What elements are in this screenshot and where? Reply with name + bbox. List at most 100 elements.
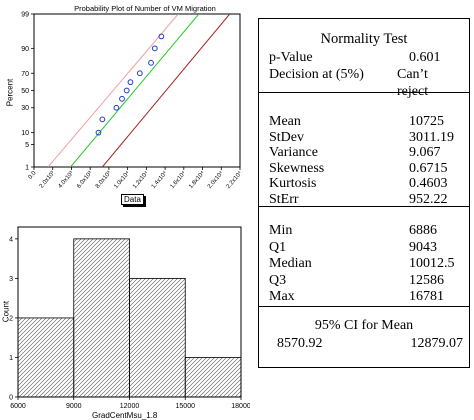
prob-ytick-label: 90 <box>21 46 29 53</box>
prob-xtick-label: 6.0x10³ <box>76 170 93 189</box>
descriptive-stat-value: 952.22 <box>409 191 448 207</box>
quartile-stat-value: 16781 <box>409 289 444 304</box>
prob-ytick-label: 30 <box>21 105 29 112</box>
descriptive-stat-row: Kurtosis 0.4603 <box>269 175 461 192</box>
prob-ytick-label: 99 <box>21 12 29 19</box>
prob-ytick-label: 70 <box>21 71 29 78</box>
descriptive-stat-value: 0.4603 <box>409 176 448 191</box>
prob-ytick-label: 10 <box>21 130 29 137</box>
descriptive-stat-row: Variance 9.067 <box>269 144 461 161</box>
prob-xtick-label: 2.0x10³ <box>39 170 56 189</box>
quartile-stat-row: Median 10012.5 <box>269 255 461 272</box>
histogram-bar <box>73 238 130 398</box>
prob-xtick-label: 8.0x10³ <box>95 170 112 189</box>
prob-ytick-label: 1 <box>25 165 29 172</box>
histogram-bar <box>129 277 186 398</box>
histogram-bar <box>184 357 242 398</box>
quartile-stat-row: Max 16781 <box>269 288 461 305</box>
descriptive-stat-row: StDev 3011.19 <box>269 129 461 146</box>
prob-data-point <box>127 79 134 86</box>
quartile-stat-value: 6886 <box>409 223 437 238</box>
quartile-stat-label: Min <box>269 223 293 238</box>
hist-ytick-label: 0 <box>9 395 13 402</box>
descriptive-stat-label: StDev <box>269 129 304 145</box>
descriptive-stat-value: 10725 <box>409 114 444 129</box>
quartile-stat-label: Median <box>269 256 312 271</box>
pvalue-label: p-Value <box>269 50 313 65</box>
ci-title: 95% CI for Mean <box>314 318 414 333</box>
prob-xtick-label: 1.8x10⁴ <box>187 169 206 190</box>
prob-data-point <box>151 45 158 52</box>
prob-data-point <box>123 87 130 94</box>
histogram-bar <box>17 317 75 398</box>
hist-xtick-label: 15000 <box>176 403 196 410</box>
decision-label: Decision at (5%) <box>269 67 364 82</box>
quartile-stat-label: Max <box>269 289 295 304</box>
normality-test-panel: Normality Test p-Value 0.601 Decision at… <box>258 18 470 368</box>
hist-xtick-label: 18000 <box>231 403 250 410</box>
quartile-stat-row: Q3 12586 <box>269 272 461 289</box>
stats-title: Normality Test <box>320 31 408 47</box>
descriptive-stat-value: 3011.19 <box>409 129 454 145</box>
ci-inner-line <box>47 14 179 167</box>
probability-plot: Probability Plot of Number of VM Migrati… <box>0 0 250 215</box>
pvalue-row: p-Value 0.601 <box>269 49 461 66</box>
descriptive-stats-section: Mean 10725 StDev 3011.19 Variance 9.067 Skewne… <box>259 93 469 208</box>
ci-low: 8570.92 <box>277 336 323 351</box>
prob-xtick-label: 1.2x10⁴ <box>131 169 150 190</box>
histogram-xlabel: GradCentMsu_1.8 <box>92 411 158 420</box>
hist-ytick-label: 1 <box>9 355 13 362</box>
descriptive-stat-label: Mean <box>269 114 301 129</box>
hist-xtick-label: 6000 <box>10 403 26 410</box>
stats-divider-2 <box>259 206 469 207</box>
prob-xtick-label: 0.0 <box>28 170 38 181</box>
prob-data-point <box>148 59 154 66</box>
decision-value: Can’t reject <box>397 67 429 99</box>
stats-header-section: Normality Test p-Value 0.601 Decision at… <box>259 19 469 99</box>
hist-ytick-label: 3 <box>9 276 13 283</box>
prob-plot-frame <box>33 13 241 168</box>
quartile-stats-section: Min 6886 Q1 9043 Median 10012.5 Q3 12586 Max 1678… <box>259 207 469 305</box>
descriptive-stat-label: StErr <box>269 191 299 207</box>
descriptive-stat-label: Variance <box>269 145 318 160</box>
decision-row: Decision at (5%) Can’t reject <box>269 66 461 99</box>
stats-divider-1 <box>259 92 469 93</box>
prob-plot-title: Probability Plot of Number of VM Migrati… <box>74 4 216 13</box>
histogram-frame <box>17 226 242 398</box>
ci-outer-line <box>101 14 231 167</box>
descriptive-stat-row: Skewness 0.6715 <box>269 160 461 177</box>
pvalue-value: 0.601 <box>409 50 441 65</box>
quartile-stat-value: 10012.5 <box>409 256 455 271</box>
hist-ytick-label: 4 <box>9 236 13 243</box>
descriptive-stat-value: 0.6715 <box>409 160 448 176</box>
histogram-ylabel: Count <box>1 300 11 323</box>
prob-data-point <box>113 104 120 111</box>
quartile-stat-label: Q3 <box>269 272 287 288</box>
prob-xtick-label: 1.6x10⁴ <box>169 169 188 190</box>
quartile-stat-label: Q1 <box>269 239 287 255</box>
prob-xtick-label: 4.0x10³ <box>58 170 75 189</box>
descriptive-stat-row: StErr 952.22 <box>269 191 461 208</box>
quartile-stat-row: Min 6886 <box>269 222 461 239</box>
prob-data-point <box>99 116 106 123</box>
histogram: 0 1 2 3 4 6000 9000 12000 15000 18000 Count Grad… <box>0 220 250 420</box>
prob-xtick-label: 2.2x10⁴ <box>225 169 244 190</box>
prob-plot-svg: 1 5 10 30 50 70 90 99 0.0 2.0x10³ 4.0x10³ 6.0x10³ 8… <box>21 12 244 191</box>
prob-xtick-label: 2.0x10⁴ <box>206 169 225 190</box>
descriptive-stat-value: 9.067 <box>409 145 441 160</box>
quartile-stat-row: Q1 9043 <box>269 239 461 256</box>
histogram-svg: 0 1 2 3 4 6000 9000 12000 15000 18000 <box>9 226 250 410</box>
hist-xtick-label: 9000 <box>66 403 82 410</box>
prob-data-point <box>95 129 102 136</box>
descriptive-stat-label: Kurtosis <box>269 176 317 191</box>
prob-xtick-label: 1.0x10⁴ <box>113 169 132 190</box>
prob-xtick-label: 1.4x10⁴ <box>150 169 169 190</box>
prob-ytick-label: 50 <box>21 88 29 95</box>
descriptive-stat-label: Skewness <box>269 160 325 176</box>
prob-ytick-label: 5 <box>25 142 29 149</box>
prob-data-point <box>136 70 143 77</box>
prob-plot-xlabel: Data <box>121 194 144 205</box>
prob-plot-ylabel: Percent <box>5 78 15 107</box>
quartile-stat-value: 9043 <box>409 239 437 255</box>
quartile-stat-value: 12586 <box>409 272 444 288</box>
